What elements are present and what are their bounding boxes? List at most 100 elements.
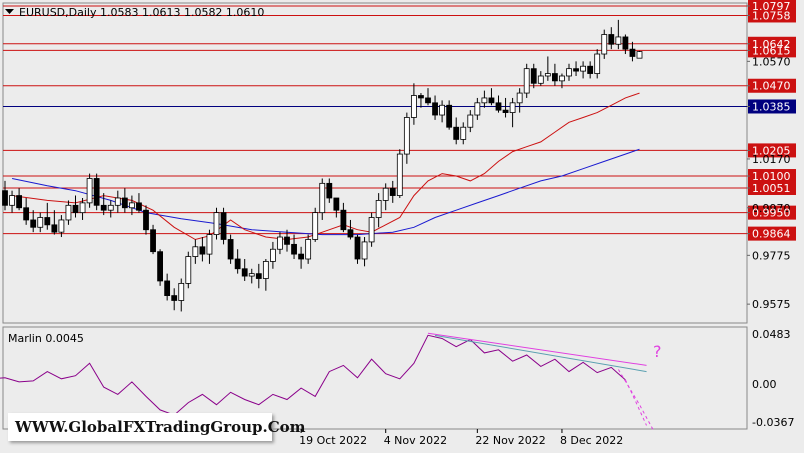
bull-candle — [185, 256, 192, 284]
bull-candle — [305, 239, 312, 260]
y-tick-label: 1.0170 — [752, 153, 791, 166]
bull-candle — [559, 75, 565, 82]
marlin-line — [0, 334, 626, 416]
bull-candle — [368, 217, 375, 243]
level-price-box — [748, 226, 796, 241]
bear-candle — [340, 209, 347, 231]
bear-candle — [227, 239, 234, 260]
bear-candle — [136, 202, 142, 211]
bull-candle — [114, 197, 121, 206]
bear-candle — [418, 95, 424, 99]
level-price-box — [748, 99, 796, 114]
bear-candle — [164, 280, 171, 296]
y-tick-label: 1.0797 — [752, 0, 791, 13]
bull-candle — [566, 68, 572, 77]
indicator-y-tick-label: 0.00 — [752, 378, 777, 391]
bear-candle — [425, 97, 431, 104]
y-tick-label: 1.0205 — [752, 144, 791, 157]
bear-candle — [234, 258, 241, 270]
bear-candle — [530, 68, 537, 84]
sma-short-line — [12, 92, 640, 241]
y-tick-label: 1.0470 — [752, 80, 791, 93]
bear-candle — [23, 207, 30, 221]
question-mark-annotation: ? — [653, 342, 662, 361]
bear-candle — [446, 104, 453, 128]
indicator-y-tick-label: -0.0367 — [752, 416, 794, 429]
chart-menu-icon[interactable] — [5, 9, 14, 14]
bull-candle — [375, 200, 382, 218]
y-tick-label: 1.0615 — [752, 44, 791, 57]
bear-candle — [291, 243, 297, 255]
level-price-box — [748, 180, 796, 195]
bull-candle — [9, 195, 15, 206]
projection-dashed-line — [617, 369, 655, 431]
bull-candle — [65, 204, 72, 221]
bull-candle — [107, 204, 114, 211]
level-price-box — [748, 78, 796, 93]
bull-candle — [361, 241, 368, 260]
divergence-trendline — [434, 334, 647, 373]
y-tick-label: 0.9775 — [752, 249, 791, 262]
bear-candle — [453, 126, 460, 140]
bull-candle — [410, 95, 417, 118]
bear-candle — [552, 73, 558, 82]
y-tick-label: 1.0051 — [752, 182, 791, 195]
bull-candle — [86, 178, 93, 204]
bear-candle — [629, 48, 636, 57]
bear-candle — [199, 246, 206, 255]
bear-candle — [44, 217, 51, 226]
bull-candle — [312, 212, 319, 240]
symbol-info: EURUSD,Daily 1.0583 1.0613 1.0582 1.0610 — [19, 6, 264, 19]
bull-candle — [248, 273, 255, 277]
bear-candle — [121, 197, 128, 209]
y-tick-label: 0.9864 — [752, 228, 791, 241]
bull-candle — [277, 236, 283, 250]
bear-candle — [284, 236, 290, 245]
bear-candle — [220, 212, 227, 240]
bull-candle — [206, 234, 213, 255]
bull-candle — [601, 34, 608, 55]
bear-candle — [93, 178, 100, 206]
price-panel-frame — [2, 2, 748, 324]
level-price-box — [748, 205, 796, 220]
bull-candle — [269, 248, 276, 262]
bull-candle — [474, 102, 481, 116]
y-tick-label: 1.0758 — [752, 9, 791, 22]
bear-candle — [150, 229, 156, 253]
level-price-box — [748, 169, 796, 184]
y-tick-label: 0.9950 — [752, 207, 791, 220]
bear-candle — [502, 109, 509, 113]
bear-candle — [389, 187, 396, 196]
bear-candle — [100, 204, 107, 211]
watermark-box: WWW.GlobalFXTradingGroup.Com — [8, 413, 306, 441]
bear-candle — [608, 34, 615, 45]
bull-candle — [537, 75, 544, 84]
bull-candle — [128, 202, 135, 209]
bull-candle — [262, 261, 269, 279]
bull-candle — [178, 282, 185, 301]
bear-candle — [495, 102, 502, 111]
y-tick-label: 1.0570 — [752, 55, 791, 68]
bull-candle — [594, 53, 601, 74]
bear-candle — [622, 36, 629, 50]
y-tick-label: 0.9970 — [752, 202, 791, 215]
bull-candle — [396, 153, 403, 196]
level-price-box — [748, 143, 796, 158]
bull-candle — [319, 182, 326, 214]
bear-candle — [143, 209, 149, 231]
bear-candle — [30, 219, 37, 228]
bear-candle — [488, 97, 495, 104]
bear-candle — [326, 182, 333, 199]
bull-candle — [580, 65, 586, 72]
level-price-box — [748, 8, 796, 23]
bull-candle — [615, 36, 622, 45]
bull-candle — [192, 246, 199, 257]
bear-candle — [432, 102, 438, 116]
bear-candle — [354, 236, 361, 260]
bull-candle — [439, 104, 446, 116]
bull-candle — [403, 117, 410, 155]
bear-candle — [171, 295, 178, 301]
bull-candle — [58, 219, 65, 233]
